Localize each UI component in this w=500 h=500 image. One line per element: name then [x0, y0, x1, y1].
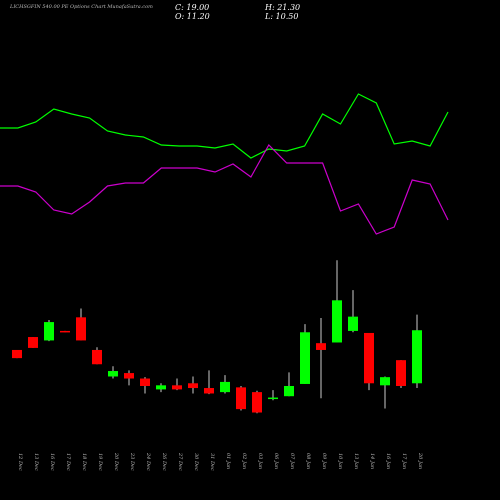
x-tick-label: 23 Dec — [129, 452, 135, 471]
candle-body — [284, 386, 294, 397]
candle-body — [108, 371, 118, 377]
x-tick-label: 20 Jan — [417, 452, 423, 469]
candle-body — [364, 332, 374, 384]
candle-body — [252, 392, 262, 413]
candle-body — [412, 330, 422, 384]
x-tick-label: 08 Jan — [305, 453, 311, 469]
candle-body — [140, 378, 150, 386]
x-tick-label: 31 Dec — [209, 453, 215, 471]
info-label: O: 11.20 — [175, 12, 210, 21]
x-tick-label: 10 Jan — [337, 453, 343, 469]
info-label: H: 21.30 — [264, 3, 300, 12]
chart-title: LICHSGFIN 540.00 PE Options Chart Munafa… — [9, 4, 153, 10]
x-tick-label: 24 Dec — [145, 452, 151, 471]
x-tick-label: 14 Jan — [369, 453, 375, 469]
candle-body — [316, 343, 326, 350]
indicator-line — [0, 144, 449, 235]
candle-body — [380, 377, 390, 386]
candle-body — [332, 300, 342, 343]
x-tick-label: 13 Jan — [353, 453, 359, 469]
info-label: C: 19.00 — [175, 3, 209, 12]
candle-body — [220, 381, 230, 393]
x-tick-label: 18 Dec — [81, 453, 87, 471]
x-tick-label: 01 Jan — [225, 453, 231, 469]
x-tick-label: 12 Dec — [17, 453, 23, 471]
candle-body — [124, 373, 134, 379]
candle-body — [92, 349, 102, 365]
x-tick-label: 16 Dec — [49, 453, 55, 471]
info-label: L: 10.50 — [264, 12, 298, 21]
x-tick-label: 03 Jan — [257, 453, 263, 469]
indicator-line — [0, 93, 449, 159]
x-tick-label: 06 Jan — [273, 453, 279, 469]
candle-body — [236, 387, 246, 410]
x-tick-label: 20 Dec — [113, 452, 119, 471]
candle-body — [188, 383, 198, 389]
x-tick-label: 19 Dec — [97, 453, 103, 471]
candle-body — [60, 330, 70, 333]
candle-body — [204, 388, 214, 394]
x-tick-label: 16 Jan — [385, 453, 391, 469]
candle-body — [44, 322, 54, 341]
candle-body — [76, 317, 86, 341]
candle-body — [12, 349, 22, 359]
candle-body — [396, 360, 406, 386]
candle-body — [156, 385, 166, 390]
x-tick-label: 09 Jan — [321, 453, 327, 469]
x-tick-label: 07 Jan — [289, 453, 295, 469]
x-tick-label: 17 Dec — [65, 453, 71, 471]
x-tick-label: 13 Dec — [33, 453, 39, 471]
x-tick-label: 17 Jan — [401, 453, 407, 469]
x-tick-label: 30 Dec — [193, 453, 199, 471]
candle-body — [172, 385, 182, 390]
x-tick-label: 27 Dec — [177, 452, 183, 471]
x-tick-label: 26 Dec — [161, 452, 167, 471]
candle-body — [28, 337, 38, 348]
candle-body — [268, 397, 278, 400]
x-tick-label: 02 Jan — [241, 453, 247, 469]
candle-body — [348, 316, 358, 331]
candle-body — [300, 332, 310, 384]
